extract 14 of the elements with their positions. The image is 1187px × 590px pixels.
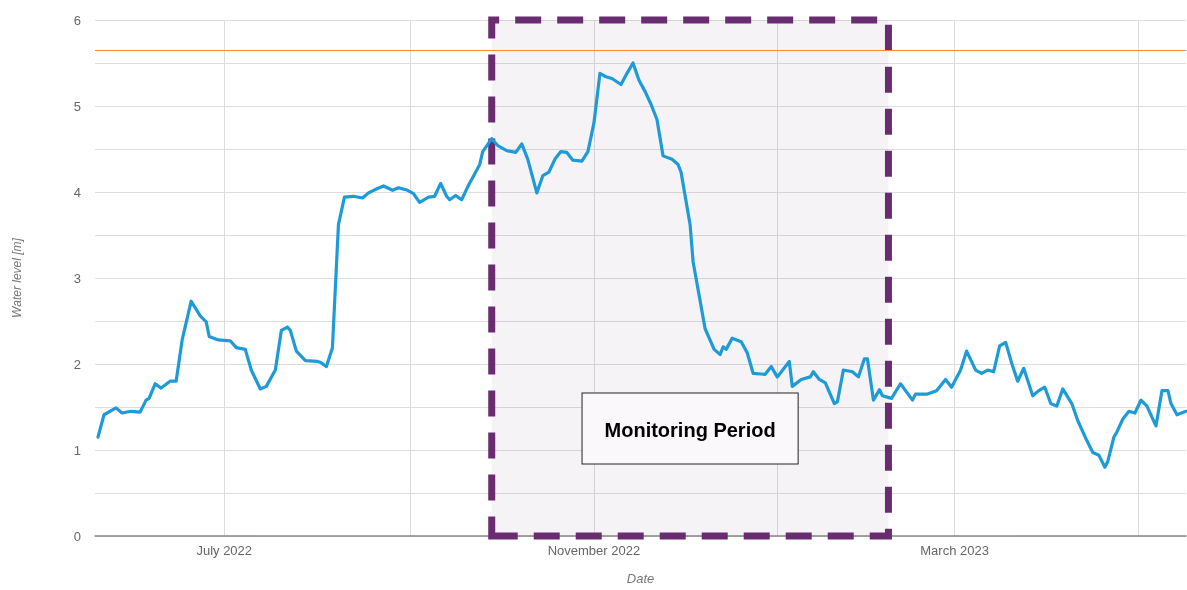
y-axis-title: Water level [m] bbox=[10, 237, 24, 318]
x-axis-title: Date bbox=[626, 571, 655, 586]
y-tick-label: 5 bbox=[73, 98, 81, 114]
y-tick-label: 2 bbox=[73, 356, 81, 372]
x-tick-label: July 2022 bbox=[196, 543, 253, 558]
y-tick-label: 0 bbox=[73, 528, 81, 544]
y-tick-label: 4 bbox=[73, 184, 81, 200]
x-tick-label: March 2023 bbox=[920, 543, 989, 558]
x-tick-label: November 2022 bbox=[547, 543, 641, 558]
line-series bbox=[96, 61, 1187, 469]
y-tick-label: 3 bbox=[73, 270, 81, 286]
band-label: Monitoring Period bbox=[604, 418, 776, 441]
y-tick-label: 1 bbox=[73, 442, 81, 458]
y-tick-label: 6 bbox=[73, 12, 81, 28]
